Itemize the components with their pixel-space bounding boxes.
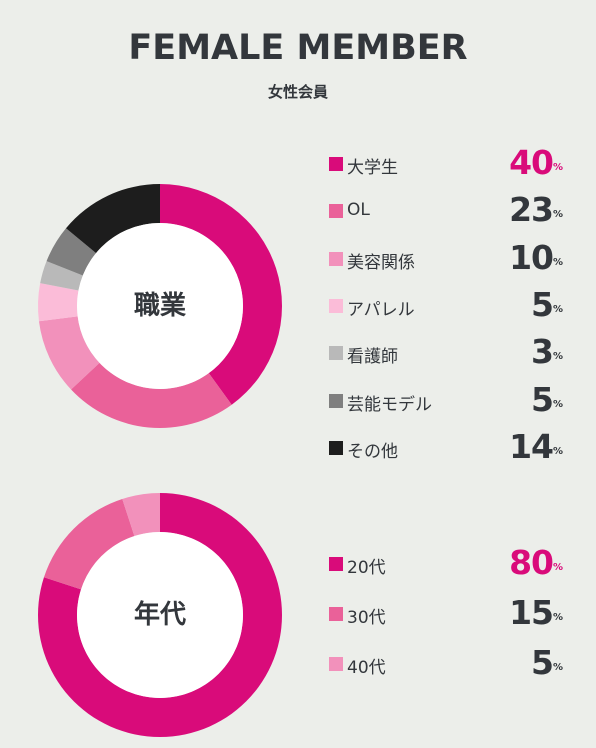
donut-slice-5 <box>40 261 83 291</box>
legend-swatch <box>329 251 343 266</box>
legend-row: 30代 15% <box>329 593 565 632</box>
legend-category-label: 20代 <box>347 558 386 578</box>
legend-value: 80 <box>509 543 554 582</box>
donut-center-label: 年代 <box>134 599 186 630</box>
donut-slice-4 <box>38 283 79 322</box>
donut-slice-1 <box>160 184 282 405</box>
legend-row: その他 14% <box>329 427 565 466</box>
legend-swatch <box>329 657 343 671</box>
legend-value: 10 <box>509 237 554 277</box>
occupation-donut-chart: 職業 <box>38 184 282 428</box>
legend-swatch <box>329 346 343 361</box>
legend-row: アパレル 5% <box>329 285 565 324</box>
legend-value: 40 <box>509 143 554 182</box>
legend-category-label: その他 <box>347 441 398 462</box>
legend-row: 20代 80% <box>329 543 565 582</box>
legend-percent-unit: % <box>552 256 563 268</box>
legend-percent-unit: % <box>552 162 563 173</box>
legend-row: 芸能モデル 5% <box>329 380 565 419</box>
legend-category-label: 美容関係 <box>347 252 415 273</box>
legend-swatch <box>329 557 343 571</box>
donut-slice-2 <box>71 362 232 428</box>
legend-category-label: 看護師 <box>347 347 398 368</box>
legend-percent-unit: % <box>552 398 563 410</box>
legend-row: 看護師 3% <box>329 332 565 371</box>
legend-percent-unit: % <box>552 303 563 315</box>
page-subtitle: 女性会員 <box>267 83 328 101</box>
legend-category-label: 芸能モデル <box>347 394 432 415</box>
donut-slice-6 <box>46 228 97 276</box>
donut-slice-3 <box>38 316 100 390</box>
legend-swatch <box>329 204 343 219</box>
legend-value: 5 <box>531 643 554 682</box>
legend-swatch <box>329 393 343 408</box>
donut-hole <box>77 532 243 698</box>
legend-swatch <box>329 440 343 455</box>
legend-percent-unit: % <box>552 351 563 363</box>
legend-percent-unit: % <box>552 662 563 673</box>
legend-value: 5 <box>531 379 554 419</box>
legend-swatch <box>329 298 343 313</box>
donut-center-label: 職業 <box>134 291 186 321</box>
legend-value: 14 <box>509 426 554 466</box>
legend-percent-unit: % <box>552 445 563 457</box>
page-title: FEMALE MEMBER <box>128 28 468 68</box>
legend-value: 15 <box>509 593 554 632</box>
legend-value: 23 <box>509 190 554 230</box>
legend-row: 美容関係 10% <box>329 238 565 277</box>
legend-percent-unit: % <box>552 209 563 221</box>
legend-category-label: 大学生 <box>347 158 398 178</box>
legend-category-label: アパレル <box>347 299 415 320</box>
legend-percent-unit: % <box>552 612 563 623</box>
donut-slice-3 <box>122 493 160 537</box>
donut-slice-7 <box>65 184 160 254</box>
legend-category-label: OL <box>347 200 370 221</box>
legend-value: 3 <box>531 332 554 372</box>
donut-slice-1 <box>37 493 282 737</box>
legend-swatch <box>329 607 343 621</box>
legend-row: OL 23% <box>329 190 565 229</box>
legend-percent-unit: % <box>552 562 563 573</box>
legend-category-label: 40代 <box>347 658 386 678</box>
donut-slice-2 <box>43 498 135 590</box>
age-donut-chart: 年代 <box>37 493 282 737</box>
legend-row: 大学生 40% <box>329 143 565 182</box>
legend-swatch <box>329 157 343 171</box>
legend-value: 5 <box>531 284 554 324</box>
legend-category-label: 30代 <box>347 608 386 628</box>
donut-hole <box>77 223 243 389</box>
legend-row: 40代 5% <box>329 643 565 682</box>
